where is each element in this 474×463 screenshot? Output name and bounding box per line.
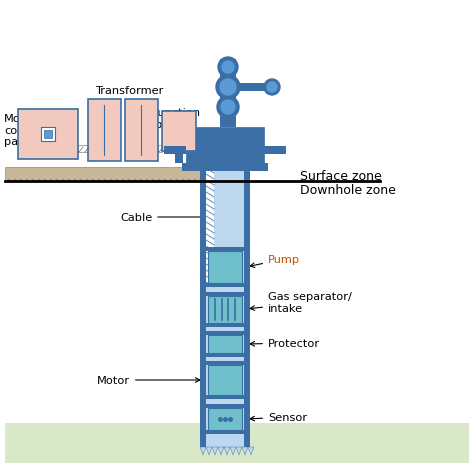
Bar bbox=[220, 60, 236, 128]
Polygon shape bbox=[242, 447, 248, 455]
Bar bbox=[208, 335, 242, 353]
Bar bbox=[200, 168, 206, 447]
Polygon shape bbox=[200, 447, 206, 455]
Bar bbox=[188, 146, 196, 153]
Text: Surface zone: Surface zone bbox=[300, 169, 382, 182]
Bar bbox=[239, 84, 269, 92]
Bar bbox=[158, 146, 162, 153]
Bar bbox=[206, 168, 214, 174]
Bar bbox=[206, 275, 214, 282]
Bar bbox=[204, 247, 246, 251]
Bar bbox=[204, 361, 246, 365]
Bar bbox=[78, 146, 88, 153]
Bar bbox=[41, 128, 55, 142]
Bar bbox=[206, 251, 214, 257]
Bar bbox=[206, 180, 214, 186]
Polygon shape bbox=[206, 447, 212, 455]
Bar bbox=[182, 163, 268, 172]
Bar bbox=[164, 147, 186, 155]
Bar bbox=[5, 168, 245, 181]
Text: Transformer: Transformer bbox=[95, 86, 164, 96]
Text: Cable: Cable bbox=[120, 213, 206, 223]
Bar bbox=[204, 404, 246, 408]
Bar bbox=[44, 131, 52, 139]
Bar bbox=[204, 395, 246, 399]
Bar bbox=[208, 408, 242, 430]
Bar bbox=[206, 269, 214, 275]
Circle shape bbox=[221, 101, 235, 115]
Bar bbox=[204, 292, 246, 296]
Text: Motor: Motor bbox=[97, 375, 200, 385]
Circle shape bbox=[217, 97, 239, 119]
Bar bbox=[186, 128, 264, 168]
Polygon shape bbox=[218, 447, 224, 455]
Bar bbox=[206, 282, 214, 288]
Circle shape bbox=[216, 76, 240, 100]
Bar bbox=[204, 332, 246, 335]
Text: Downhole zone: Downhole zone bbox=[300, 183, 396, 196]
Bar bbox=[175, 152, 183, 163]
Text: Pump: Pump bbox=[250, 255, 300, 268]
Bar bbox=[206, 239, 214, 245]
Bar bbox=[206, 192, 214, 198]
Circle shape bbox=[264, 80, 280, 96]
Bar bbox=[208, 251, 242, 283]
Bar bbox=[206, 198, 214, 204]
Bar bbox=[206, 186, 214, 192]
Bar bbox=[5, 423, 469, 463]
Text: Motor
control
panel: Motor control panel bbox=[4, 114, 44, 147]
Bar bbox=[204, 323, 246, 327]
Bar bbox=[204, 430, 246, 434]
Bar bbox=[206, 245, 214, 251]
Bar bbox=[208, 365, 242, 395]
Bar bbox=[162, 112, 196, 152]
Circle shape bbox=[267, 83, 277, 93]
Bar bbox=[204, 353, 246, 357]
Bar bbox=[18, 110, 78, 160]
Circle shape bbox=[222, 62, 234, 74]
Bar bbox=[244, 168, 250, 447]
Text: Sensor: Sensor bbox=[250, 412, 307, 422]
Polygon shape bbox=[212, 447, 218, 455]
Bar bbox=[88, 100, 121, 162]
Text: Junction
box: Junction box bbox=[155, 108, 201, 129]
Bar bbox=[206, 168, 244, 447]
Bar bbox=[206, 221, 214, 227]
Bar bbox=[208, 296, 242, 323]
Bar bbox=[264, 147, 286, 155]
Bar bbox=[206, 204, 214, 210]
Polygon shape bbox=[236, 447, 242, 455]
Bar bbox=[206, 216, 214, 221]
Bar bbox=[206, 233, 214, 239]
Bar bbox=[206, 174, 214, 180]
Bar bbox=[125, 100, 158, 162]
Polygon shape bbox=[230, 447, 236, 455]
Circle shape bbox=[218, 58, 238, 78]
Bar bbox=[206, 227, 214, 233]
Polygon shape bbox=[248, 447, 254, 455]
Bar bbox=[206, 263, 214, 269]
Circle shape bbox=[220, 80, 236, 96]
Bar bbox=[206, 210, 214, 216]
Bar bbox=[204, 283, 246, 288]
Text: Protector: Protector bbox=[250, 338, 320, 348]
Text: Gas separator/
intake: Gas separator/ intake bbox=[250, 292, 352, 313]
Polygon shape bbox=[224, 447, 230, 455]
Bar bbox=[206, 257, 214, 263]
